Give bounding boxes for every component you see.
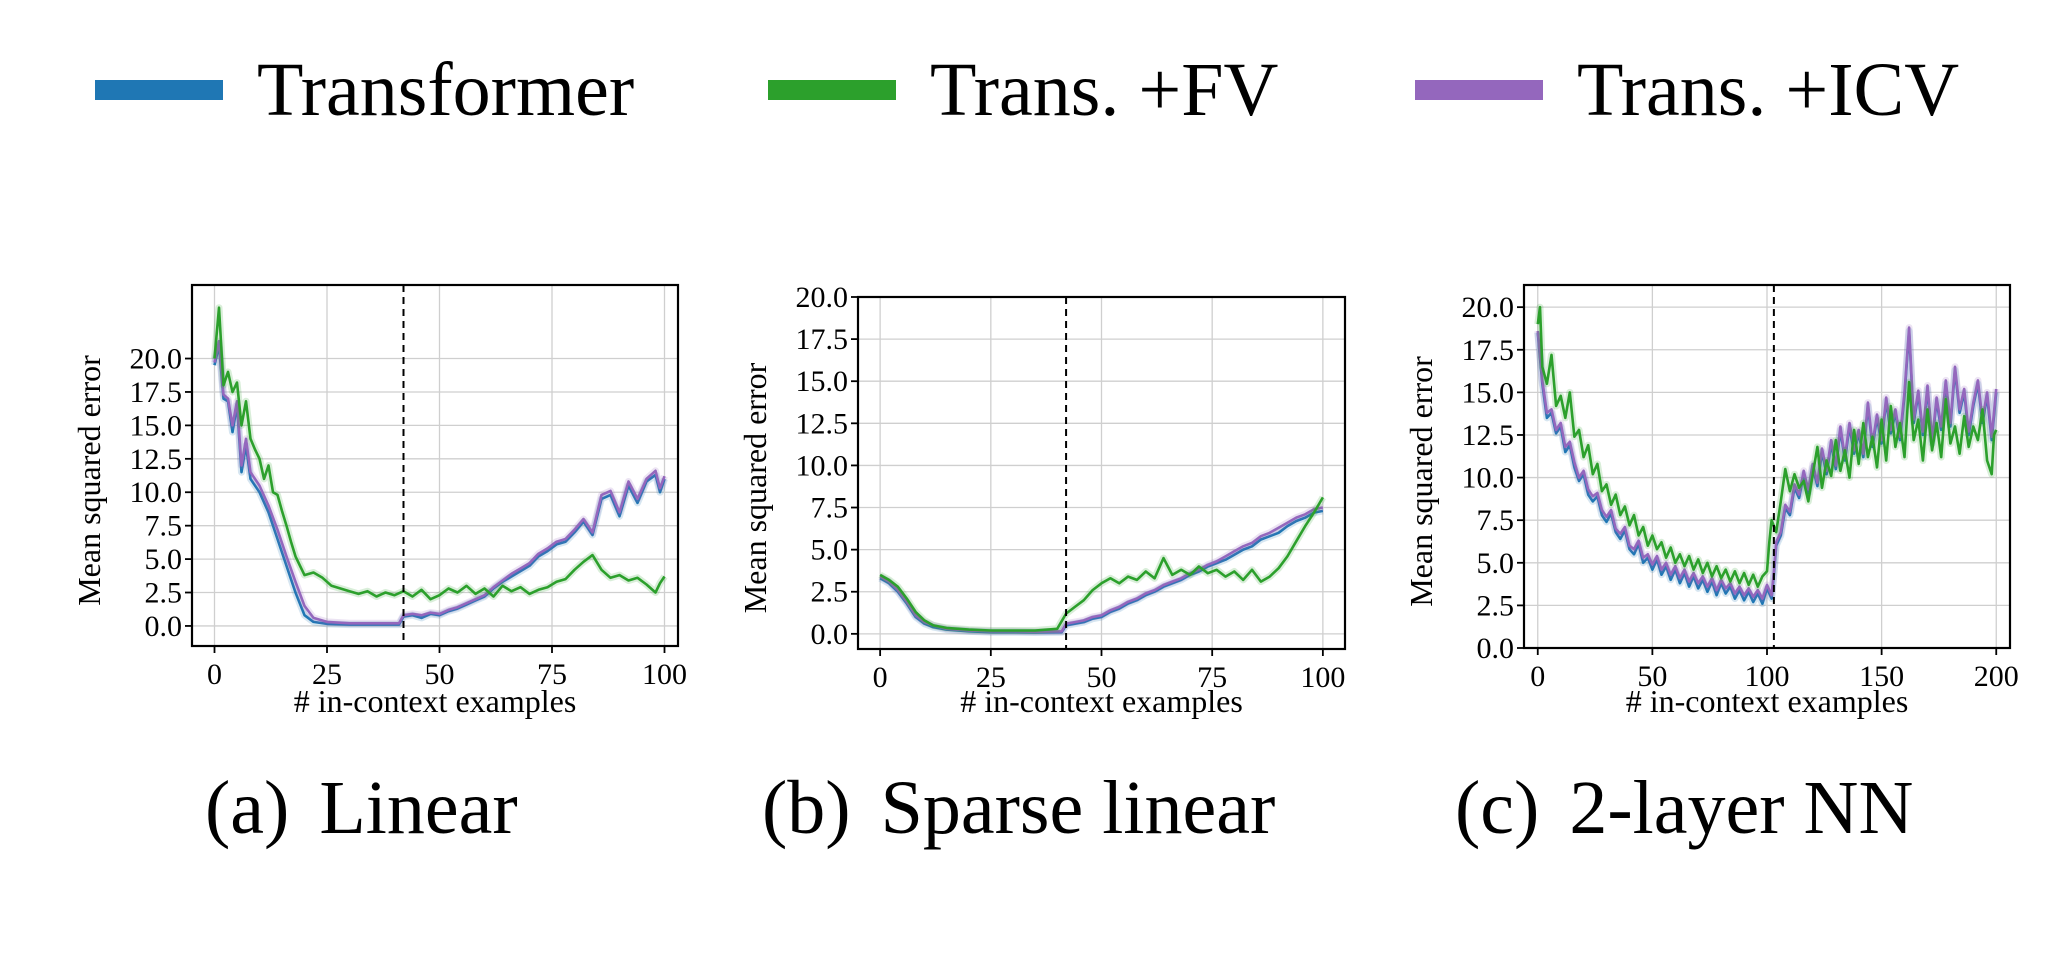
caption-c: (c) 2-layer NN	[1455, 770, 1913, 846]
x-tick-label-1: 25	[312, 658, 342, 691]
legend-swatch-transformer	[95, 80, 223, 100]
chart-panel-1: 0 25 50 75 100 0.02.55.07.510.012.515.017.520…	[71, 283, 687, 719]
plot-frame	[190, 283, 680, 648]
y-tick-label-7: 17.5	[1462, 334, 1515, 367]
series-line-trans-fv	[1536, 305, 1998, 588]
legend-label-fv: Trans. +FV	[930, 48, 1279, 132]
x-tick-label-3: 75	[537, 658, 567, 691]
caption-a-letter: (a)	[205, 766, 290, 850]
y-axis-label: Mean squared error	[737, 362, 773, 613]
x-tick-label-0: 0	[1530, 660, 1545, 693]
x-tick-label-2: 100	[1745, 660, 1790, 693]
x-tick-label-4: 200	[1974, 660, 2019, 693]
legend-item-fv: Trans. +FV	[768, 30, 1278, 150]
y-tick-label-2: 5.0	[811, 534, 849, 567]
x-axis-label: # in-context examples	[294, 683, 577, 719]
y-tick-label-0: 0.0	[145, 610, 183, 643]
y-tick-label-8: 20.0	[1462, 291, 1515, 324]
y-tick-label-8: 20.0	[796, 281, 849, 314]
y-axis-label: Mean squared error	[71, 355, 107, 606]
y-tick-label-0: 0.0	[1477, 632, 1515, 665]
caption-b-letter: (b)	[762, 766, 851, 850]
y-tick-label-5: 12.5	[130, 443, 183, 476]
legend-label-transformer: Transformer	[257, 48, 635, 132]
series-line-trans-fv	[879, 496, 1325, 632]
y-axis-label: Mean squared error	[1403, 356, 1439, 607]
y-tick-label-3: 7.5	[1477, 504, 1515, 537]
caption-c-text: 2-layer NN	[1569, 766, 1914, 850]
y-tick-label-7: 17.5	[130, 376, 183, 409]
y-tick-label-6: 15.0	[1462, 376, 1515, 409]
y-tick-label-6: 15.0	[130, 409, 183, 442]
y-tick-label-1: 2.5	[1477, 589, 1515, 622]
legend: Transformer Trans. +FV Trans. +ICV	[0, 30, 2052, 150]
x-tick-label-2: 50	[425, 658, 455, 691]
series-line-trans-icv	[1536, 326, 1998, 600]
legend-swatch-icv	[1415, 80, 1543, 100]
y-tick-label-3: 7.5	[811, 492, 849, 525]
y-tick-label-7: 17.5	[796, 323, 849, 356]
x-tick-label-0: 0	[207, 658, 222, 691]
caption-a: (a) Linear	[205, 770, 518, 846]
y-tick-label-5: 12.5	[1462, 419, 1515, 452]
series-line-trans-icv	[213, 339, 666, 625]
legend-item-icv: Trans. +ICV	[1415, 30, 1959, 150]
x-tick-label-4: 100	[1300, 661, 1345, 694]
legend-swatch-fv	[768, 80, 896, 100]
caption-a-text: Linear	[319, 766, 518, 850]
y-tick-label-4: 10.0	[1462, 462, 1515, 495]
y-tick-label-4: 10.0	[130, 476, 183, 509]
legend-item-transformer: Transformer	[95, 30, 634, 150]
chart-panel-3: 0 50 100 150 200 0.0 2.5 5.0 7.5 10.0 12.5 15.0 17.5…	[1403, 283, 2019, 719]
x-axis-label: # in-context examples	[960, 683, 1243, 719]
y-tick-label-1: 2.5	[145, 577, 183, 610]
x-tick-label-1: 25	[976, 661, 1006, 694]
caption-b: (b) Sparse linear	[762, 770, 1275, 846]
x-tick-label-2: 50	[1087, 661, 1117, 694]
x-tick-label-3: 150	[1859, 660, 1904, 693]
series-line-trans-fv	[213, 306, 666, 601]
caption-c-letter: (c)	[1455, 766, 1540, 850]
chart-panel-2: 0 25 50 75 100 0.0 2.5 5.0 7.5 10.0 12.5 15.0 17.5 20…	[737, 281, 1347, 719]
x-axis-label: # in-context examples	[1626, 683, 1909, 719]
y-tick-label-5: 12.5	[796, 407, 849, 440]
y-tick-label-4: 10.0	[796, 449, 849, 482]
y-tick-label-2: 5.0	[145, 543, 183, 576]
x-tick-label-4: 100	[642, 658, 687, 691]
y-tick-label-2: 5.0	[1477, 547, 1515, 580]
caption-b-text: Sparse linear	[880, 766, 1276, 850]
y-tick-label-3: 7.5	[145, 510, 183, 543]
legend-label-icv: Trans. +ICV	[1577, 48, 1960, 132]
y-tick-label-6: 15.0	[796, 365, 849, 398]
y-tick-label-0: 0.0	[811, 618, 849, 651]
x-tick-label-0: 0	[873, 661, 888, 694]
x-tick-label-1: 50	[1637, 660, 1667, 693]
x-tick-label-3: 75	[1197, 661, 1227, 694]
y-tick-label-8: 20.0	[130, 343, 183, 376]
y-tick-label-1: 2.5	[811, 576, 849, 609]
